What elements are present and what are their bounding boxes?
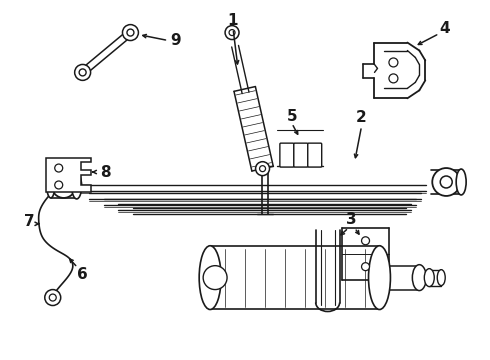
Circle shape [229, 30, 235, 36]
Text: 5: 5 [287, 109, 297, 124]
Circle shape [52, 174, 75, 198]
Circle shape [74, 64, 91, 80]
Circle shape [59, 181, 69, 191]
Circle shape [203, 266, 227, 289]
Ellipse shape [72, 173, 82, 199]
Ellipse shape [413, 265, 426, 291]
Polygon shape [46, 158, 91, 192]
Circle shape [55, 164, 63, 172]
FancyBboxPatch shape [280, 143, 294, 167]
Circle shape [127, 29, 134, 36]
Circle shape [260, 166, 266, 172]
Ellipse shape [437, 270, 445, 285]
Circle shape [362, 263, 369, 271]
Ellipse shape [199, 246, 221, 310]
Circle shape [225, 26, 239, 40]
FancyBboxPatch shape [308, 143, 322, 167]
Circle shape [389, 58, 398, 67]
Text: 2: 2 [356, 110, 367, 125]
Ellipse shape [424, 269, 434, 287]
FancyBboxPatch shape [294, 143, 308, 167]
Ellipse shape [456, 169, 466, 195]
Text: 6: 6 [77, 267, 88, 282]
Circle shape [432, 168, 460, 196]
Circle shape [440, 176, 452, 188]
Text: 9: 9 [170, 33, 181, 48]
Circle shape [79, 69, 86, 76]
Circle shape [49, 294, 56, 301]
Circle shape [362, 237, 369, 245]
Circle shape [55, 181, 63, 189]
Circle shape [122, 24, 138, 41]
Circle shape [45, 289, 61, 306]
Circle shape [389, 74, 398, 83]
Text: 4: 4 [439, 21, 449, 36]
Text: 1: 1 [228, 13, 238, 28]
Text: 8: 8 [100, 165, 111, 180]
Ellipse shape [368, 246, 391, 310]
Text: 7: 7 [24, 214, 34, 229]
Circle shape [256, 162, 270, 176]
Ellipse shape [47, 174, 55, 198]
Text: 3: 3 [346, 212, 357, 228]
